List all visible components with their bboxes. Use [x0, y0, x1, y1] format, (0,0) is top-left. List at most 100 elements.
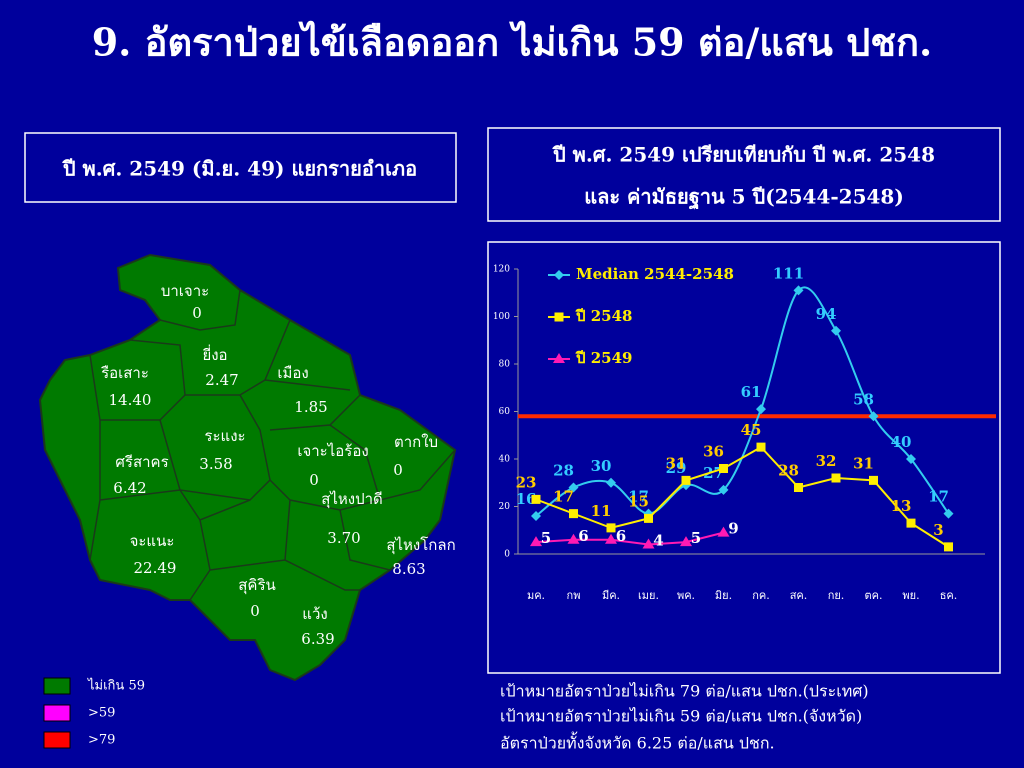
- district-name: ตากใบ: [394, 433, 438, 451]
- point: [717, 526, 730, 537]
- district-name: สุคิริน: [238, 576, 276, 595]
- data-label: 94: [816, 305, 837, 323]
- district-name: สุไหงโกลก: [386, 536, 455, 555]
- data-label: 13: [891, 497, 912, 515]
- data-label: 11: [591, 502, 612, 520]
- district-name: สุไหงปาดี: [321, 490, 383, 509]
- y-tick-label: 0: [504, 550, 510, 560]
- point: [868, 411, 879, 422]
- legend-label: >79: [88, 733, 115, 748]
- legend-label: ปี 2548: [575, 307, 632, 325]
- legend-label: ปี 2549: [575, 349, 632, 367]
- note: เป้าหมายอัตราป่วยไม่เกิน 79 ต่อ/แสน ปชก.…: [500, 682, 869, 701]
- district-value: 0: [309, 471, 319, 489]
- data-label: 61: [741, 383, 762, 401]
- district-name: เจาะไอร้อง: [297, 442, 368, 460]
- data-label: 28: [778, 462, 799, 480]
- data-label: 36: [703, 443, 724, 461]
- chart: 0 20 40 60 80 100 120 มค. กพ มีค. เมย. พค. มิย. กค. สค…: [493, 264, 996, 602]
- district-value: 3.58: [199, 455, 232, 473]
- point: [642, 538, 655, 549]
- x-tick-label: เมย.: [638, 589, 659, 602]
- map: [38, 253, 457, 682]
- x-tick-label: กพ: [567, 589, 581, 602]
- x-tick-label: พย.: [902, 589, 919, 602]
- point: [567, 533, 580, 544]
- series-line: [535, 445, 950, 548]
- district-name: เมือง: [277, 364, 308, 382]
- y-tick-label: 120: [493, 265, 510, 275]
- point: [794, 483, 803, 492]
- data-label: 5: [691, 529, 701, 547]
- y-tick-label: 20: [499, 502, 511, 512]
- legend-swatch: [43, 704, 71, 722]
- data-label: 6: [578, 527, 588, 545]
- point: [756, 442, 766, 452]
- x-tick-label: มิย.: [715, 589, 732, 602]
- point: [606, 523, 616, 533]
- point: [605, 533, 617, 544]
- district-borders: [89, 289, 456, 601]
- point: [644, 513, 653, 523]
- x-tick-label: พค.: [677, 589, 695, 602]
- y-tick-label: 80: [499, 360, 511, 370]
- data-label: 30: [591, 457, 612, 475]
- x-tick-label: มค.: [527, 589, 545, 602]
- point: [531, 511, 541, 521]
- district-name: จะแนะ: [130, 532, 175, 550]
- point: [831, 325, 841, 336]
- district-value: 0: [250, 602, 260, 620]
- chart-heading: และ ค่ามัธยฐาน 5 ปี(2544-2548): [584, 185, 904, 211]
- data-label: 17: [628, 488, 649, 506]
- data-label: 45: [741, 421, 762, 439]
- point: [568, 482, 579, 493]
- data-label: 4: [653, 532, 663, 550]
- point: [793, 285, 804, 296]
- district-value: 1.85: [294, 398, 327, 416]
- point: [944, 542, 953, 552]
- x-tick-label: กย.: [828, 589, 845, 602]
- district-value: 2.47: [205, 371, 238, 389]
- district-value: 0: [393, 461, 403, 479]
- data-label: 32: [816, 452, 837, 470]
- point: [680, 536, 692, 547]
- point: [943, 508, 954, 519]
- district-value: 6.39: [301, 630, 334, 648]
- district-name: ศรีสาคร: [115, 453, 168, 471]
- district-name: ระแงะ: [204, 427, 245, 445]
- series-line: [535, 531, 724, 546]
- district-value: 0: [192, 304, 202, 322]
- data-label: 15: [628, 492, 649, 510]
- data-label: 29: [666, 459, 687, 477]
- point: [756, 404, 766, 415]
- point: [719, 464, 728, 473]
- data-label: 3: [933, 521, 943, 539]
- y-tick-label: 100: [493, 312, 510, 322]
- data-label: 23: [516, 473, 537, 491]
- district-value: 3.70: [327, 529, 360, 547]
- map-labels: บาเจาะ 0 ยี่งอ 2.47 รือเสาะ 14.40 เมือง …: [100, 282, 456, 648]
- x-tick-label: ตค.: [865, 589, 883, 602]
- district-value: 14.40: [109, 391, 152, 409]
- district-name: ยี่งอ: [202, 344, 227, 364]
- legend-label: >59: [88, 706, 115, 721]
- x-tick-label: สค.: [790, 589, 808, 602]
- legend-swatch: [43, 677, 71, 695]
- data-label: 6: [616, 527, 626, 545]
- legend-label: Median 2544-2548: [576, 265, 734, 283]
- data-label: 58: [853, 390, 874, 408]
- y-tick-label: 40: [499, 455, 511, 465]
- district-name: บาเจาะ: [161, 282, 209, 300]
- point: [606, 477, 616, 488]
- district-name: รือเสาะ: [100, 364, 149, 382]
- point: [906, 518, 916, 528]
- point: [554, 270, 564, 280]
- note: เป้าหมายอัตราป่วยไม่เกิน 59 ต่อ/แสน ปชก.…: [500, 707, 862, 726]
- x-tick-label: ธค.: [940, 589, 958, 602]
- data-label: 28: [553, 462, 574, 480]
- legend-label: ไม่เกิน 59: [87, 678, 145, 694]
- data-label: 17: [928, 488, 949, 506]
- data-label: 16: [516, 490, 537, 508]
